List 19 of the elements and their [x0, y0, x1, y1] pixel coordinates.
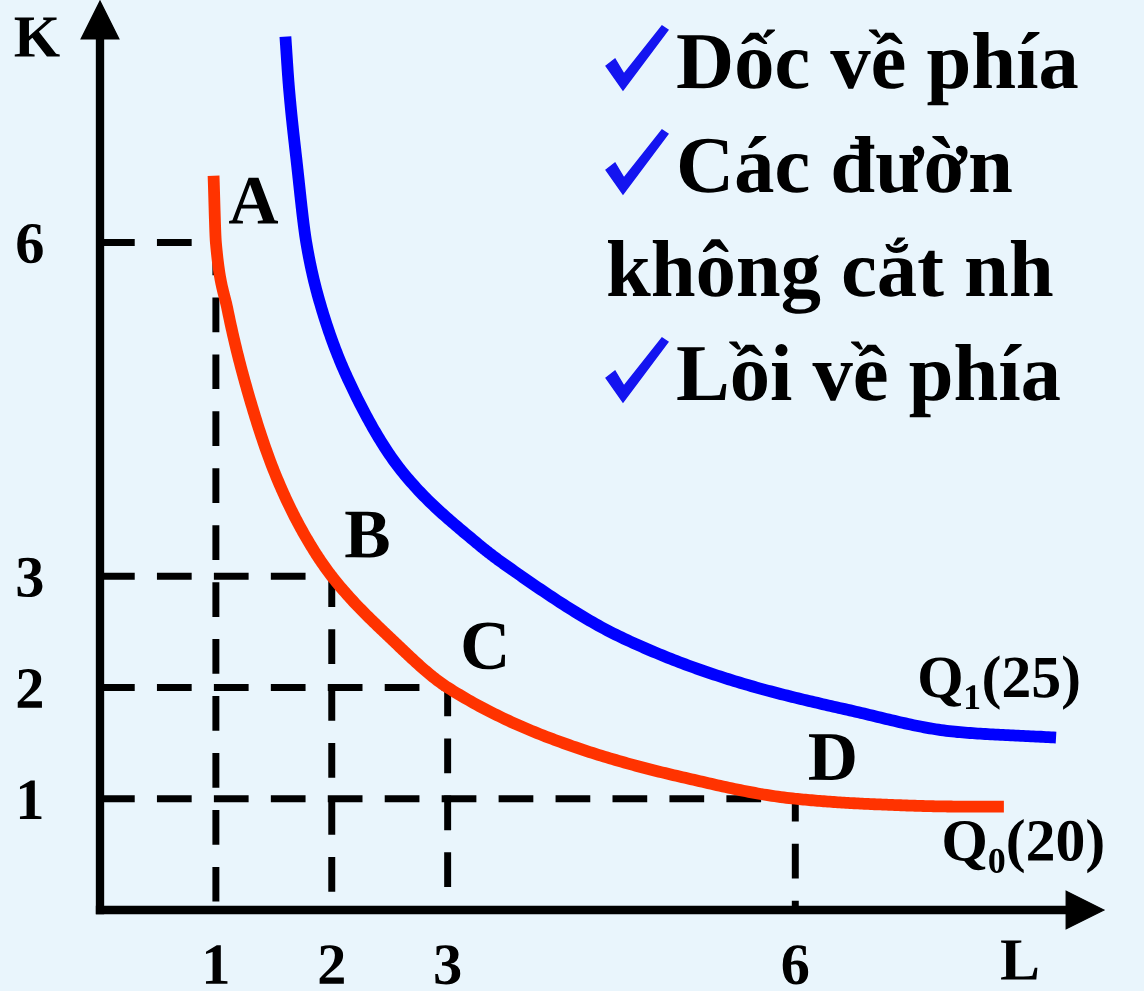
- y-tick-label: 6: [17, 224, 43, 264]
- annotation: Các đườn không cắt nh: [608, 136, 1053, 314]
- annotation: C: [463, 622, 505, 670]
- x-axis-title: L: [1001, 940, 1038, 980]
- x-tick-label: 6: [782, 945, 809, 985]
- annotation: A: [229, 177, 279, 224]
- annotation: Dốc về phía: [677, 29, 1078, 106]
- y-tick-label: 1: [19, 780, 42, 819]
- x-tick-label: 2: [319, 945, 344, 984]
- x-tick-label: 1: [205, 945, 228, 984]
- x-tick-label: 3: [435, 945, 461, 985]
- annotation: B: [345, 511, 389, 558]
- y-axis-title: K: [14, 17, 60, 57]
- y-tick-label: 3: [17, 557, 43, 598]
- annotation: D: [809, 734, 855, 780]
- y-tick-label: 2: [17, 669, 42, 708]
- annotation: Lồi về phía: [677, 341, 1060, 418]
- series-label: Q₀(20): [944, 819, 1103, 874]
- series-label: Q₁(25): [920, 655, 1079, 710]
